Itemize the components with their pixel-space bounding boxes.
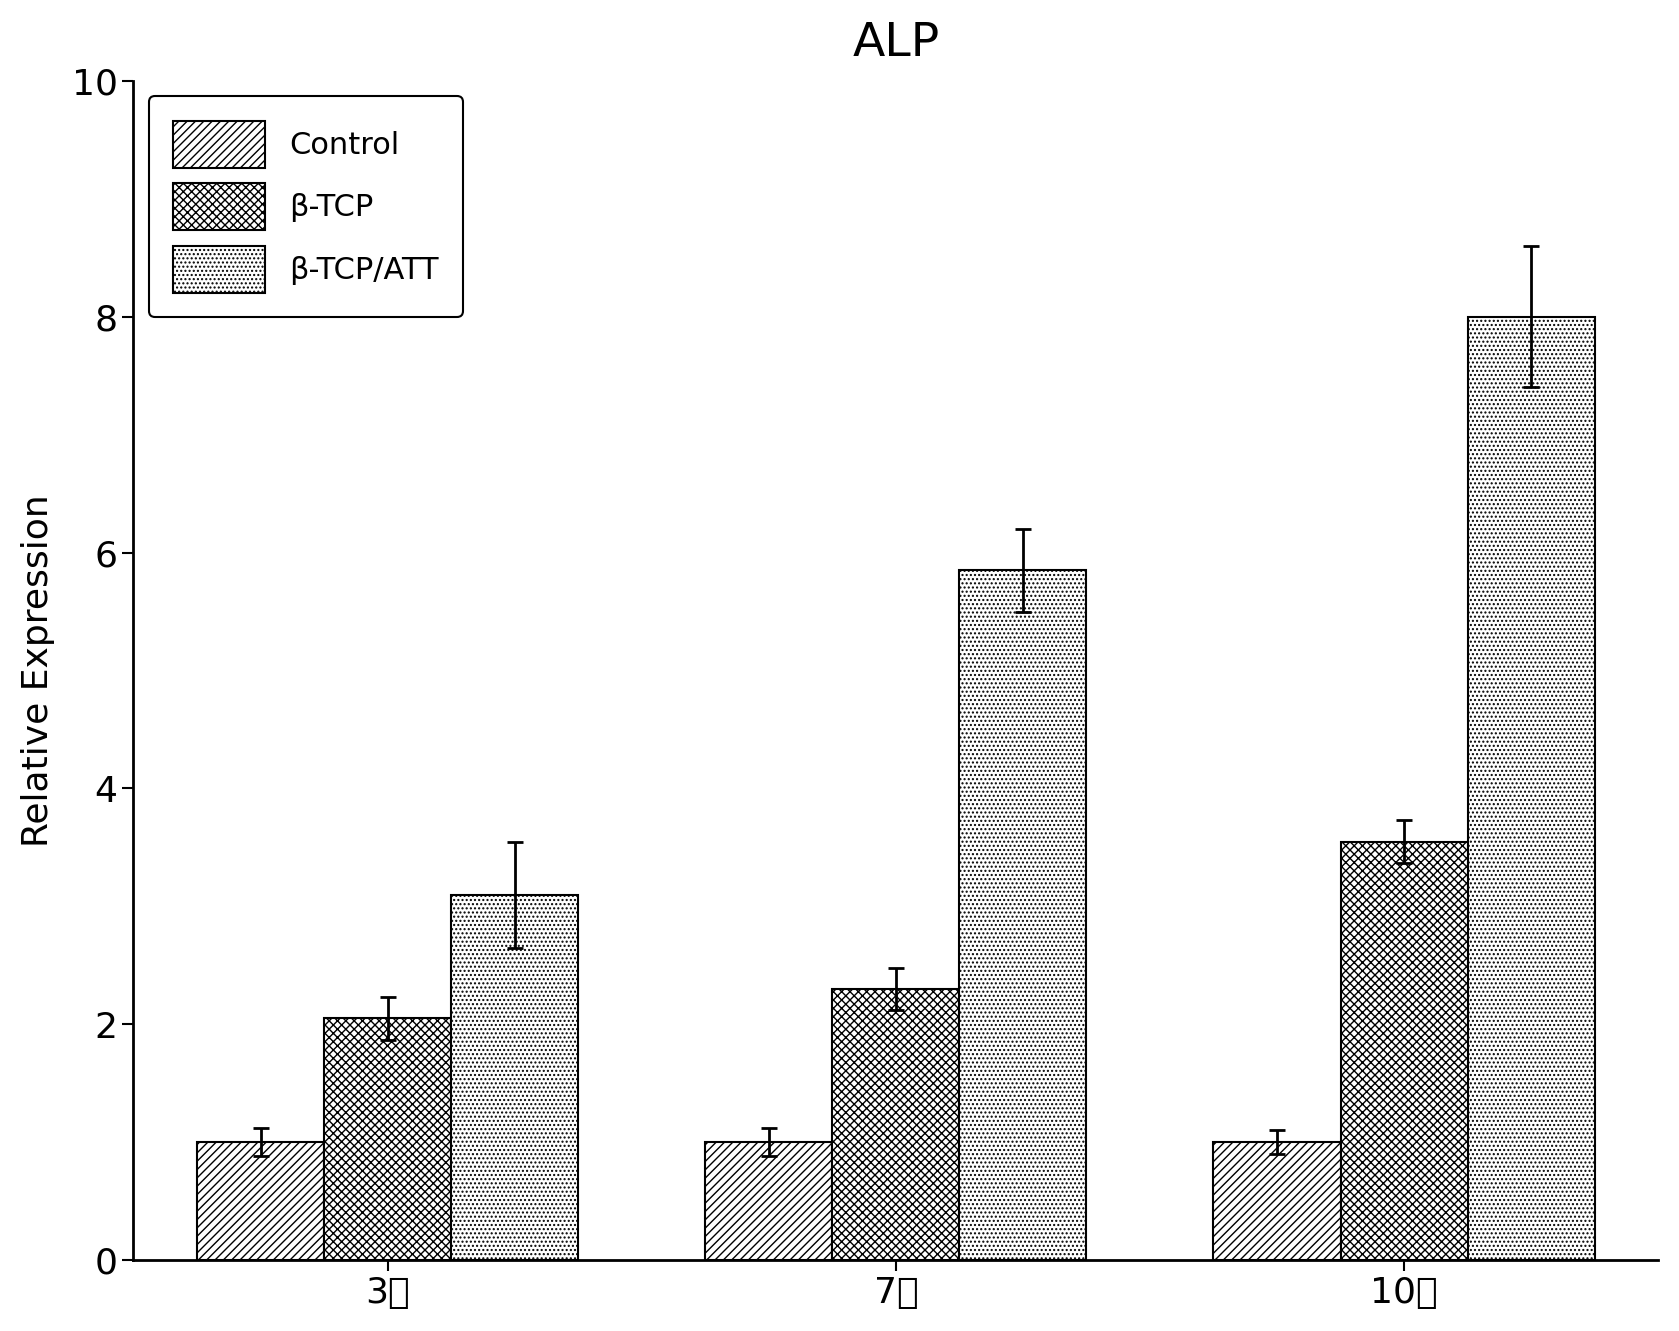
Bar	[452, 894, 578, 1260]
Legend: Control, β-TCP, β-TCP/ATT: Control, β-TCP, β-TCP/ATT	[149, 96, 463, 317]
Bar	[1467, 317, 1595, 1260]
Bar	[1340, 841, 1467, 1260]
Y-axis label: Relative Expression: Relative Expression	[20, 494, 55, 847]
Bar	[705, 1142, 833, 1260]
Title: ALP: ALP	[853, 21, 940, 65]
Bar	[324, 1018, 452, 1260]
Bar	[833, 989, 959, 1260]
Bar	[959, 570, 1086, 1260]
Bar	[1214, 1142, 1340, 1260]
Bar	[196, 1142, 324, 1260]
